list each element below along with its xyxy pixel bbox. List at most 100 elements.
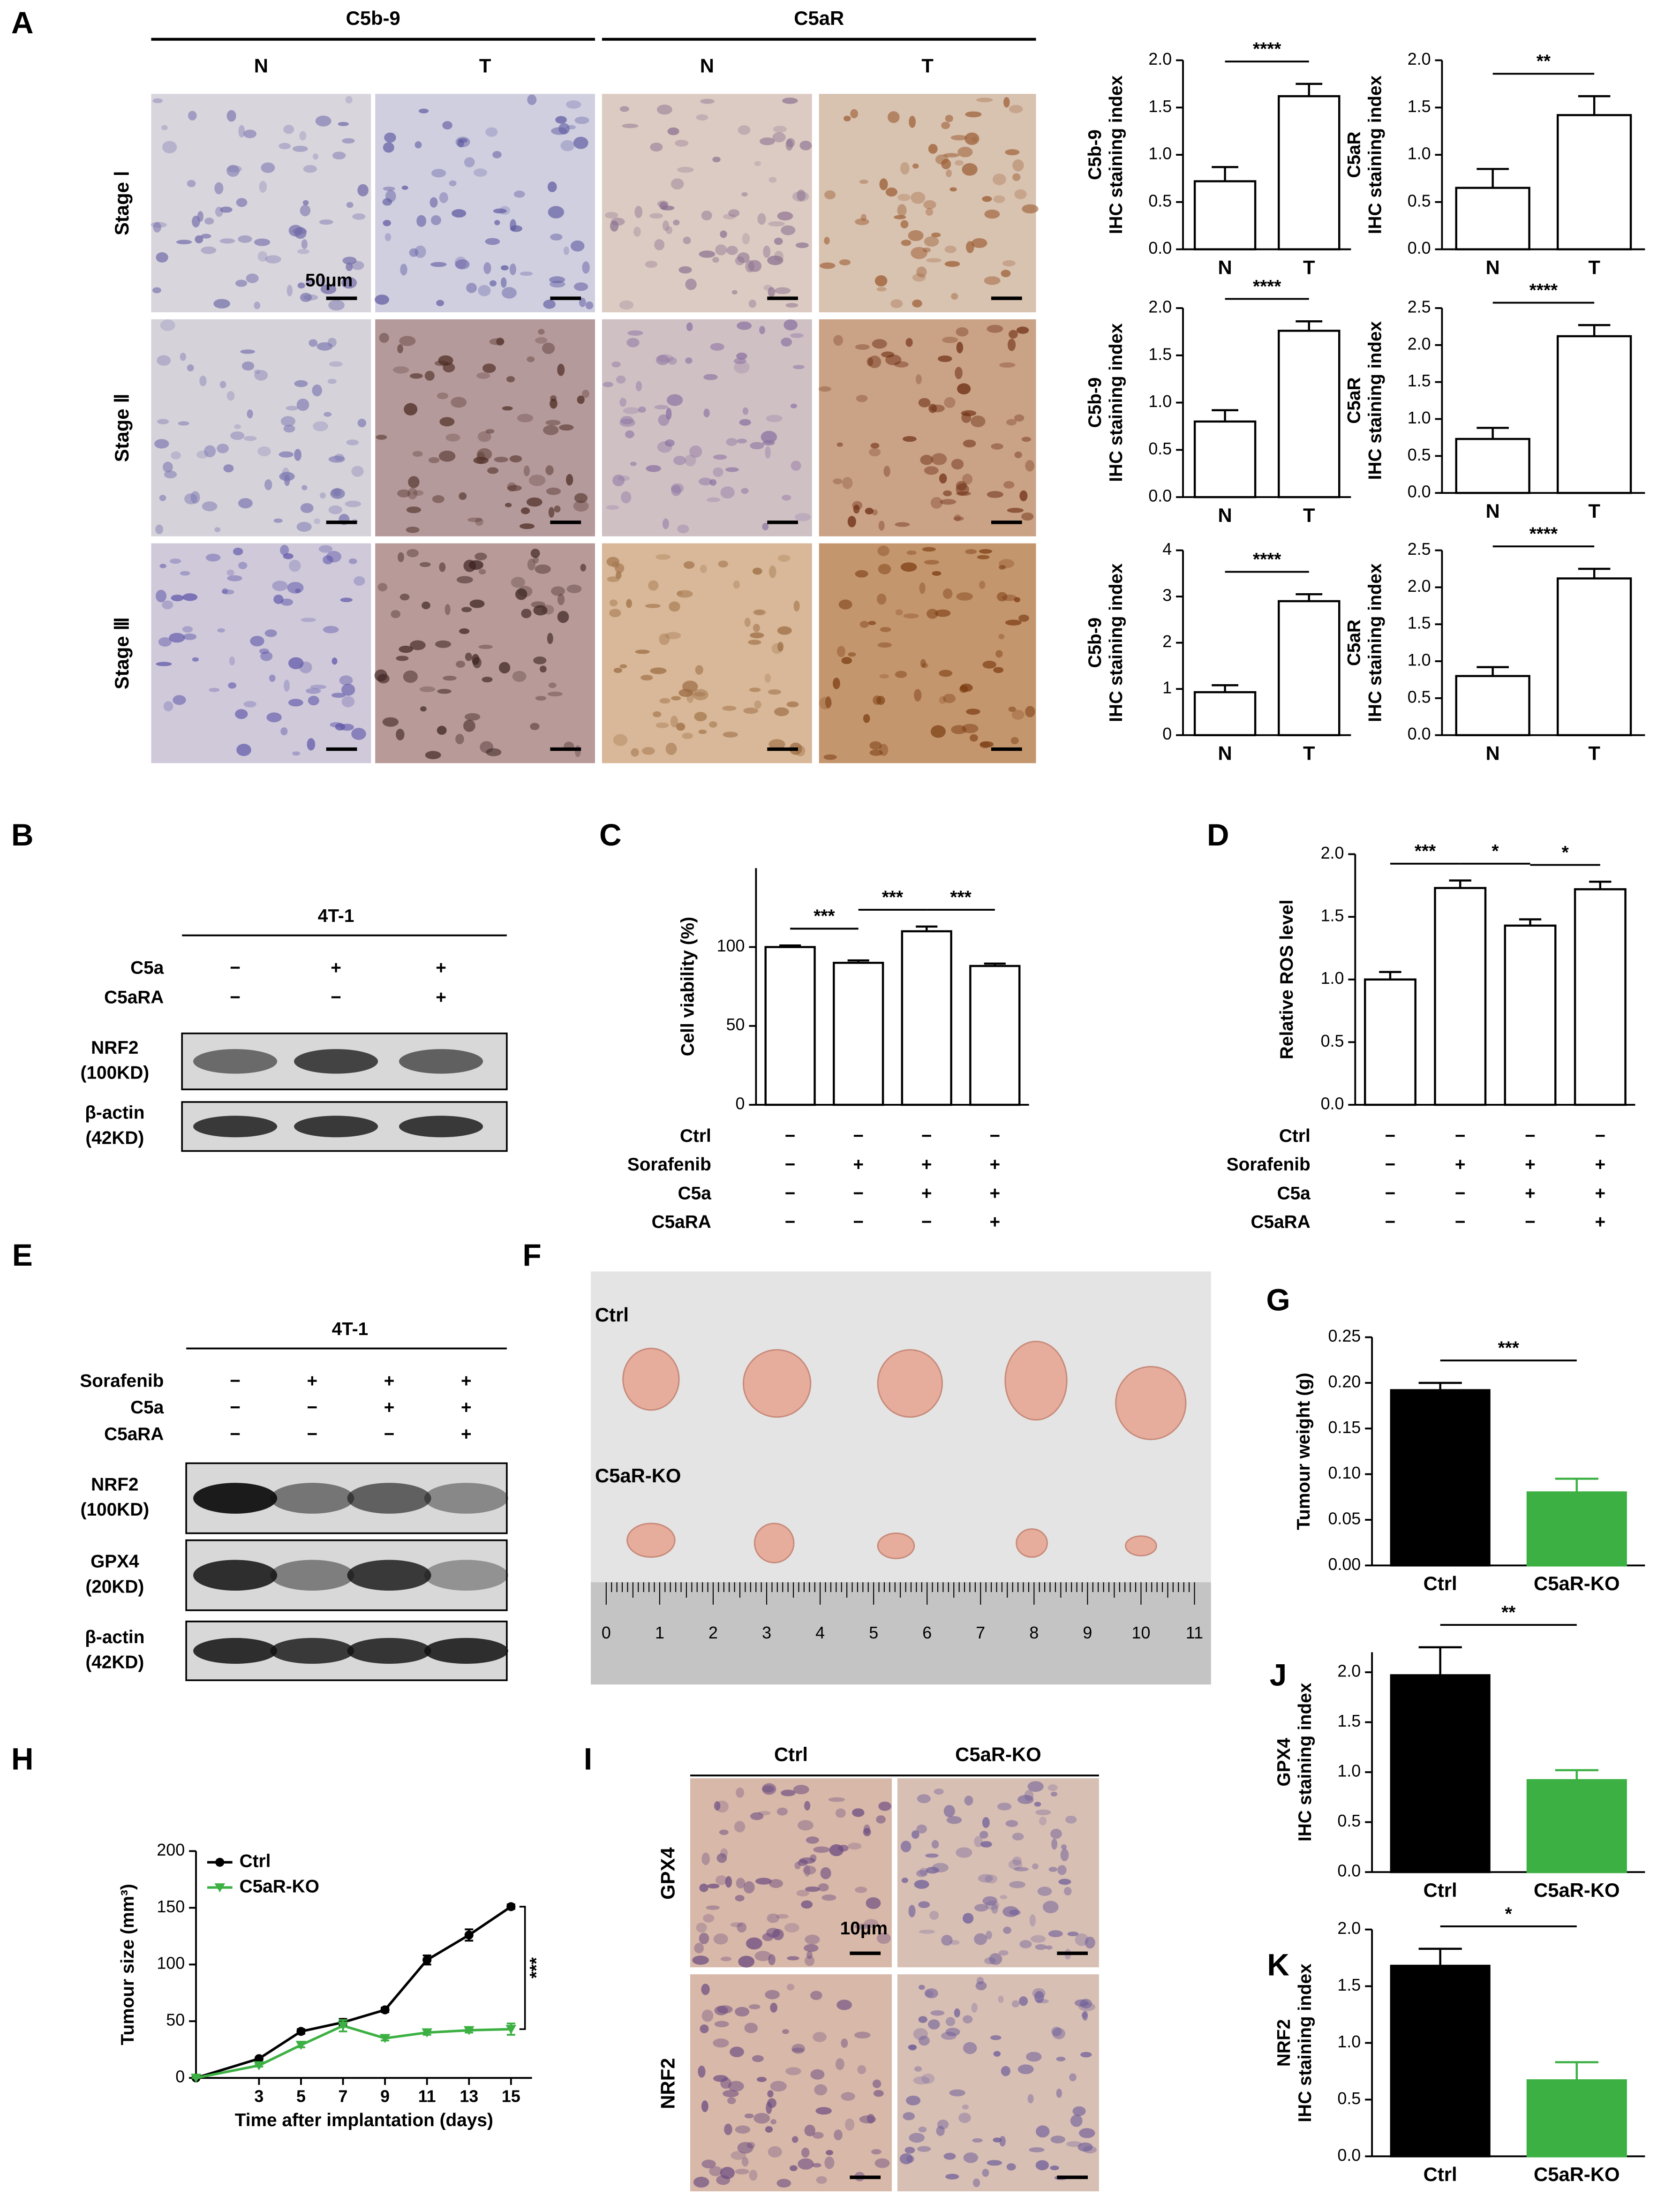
y-tick-label: 0.5 bbox=[1148, 191, 1172, 210]
tissue-texture bbox=[286, 285, 293, 297]
tissue-texture bbox=[1079, 2128, 1095, 2138]
tissue-texture bbox=[984, 1957, 996, 1964]
tissue-texture bbox=[895, 609, 903, 616]
tissue-texture bbox=[848, 1842, 862, 1850]
condition-sign: + bbox=[989, 1212, 1000, 1232]
tissue-texture bbox=[1014, 414, 1025, 422]
tissue-texture bbox=[220, 206, 233, 213]
tissue-texture bbox=[345, 96, 353, 104]
tissue-texture bbox=[397, 344, 403, 354]
tissue-texture bbox=[869, 741, 882, 750]
tissue-texture bbox=[286, 406, 299, 411]
tissue-texture bbox=[280, 416, 296, 427]
tissue-texture bbox=[924, 1988, 938, 1999]
y-axis-label: IHC staining index bbox=[1106, 323, 1126, 482]
tissue-texture bbox=[655, 554, 670, 560]
tissue-texture bbox=[701, 2100, 708, 2113]
tissue-texture bbox=[750, 1812, 764, 1820]
tissue-texture bbox=[303, 165, 317, 173]
tissue-texture bbox=[243, 436, 257, 441]
tissue-texture bbox=[1012, 173, 1021, 181]
tissue-texture bbox=[392, 366, 409, 374]
x-tick-label: Ctrl bbox=[1424, 1572, 1457, 1594]
tissue-texture bbox=[768, 287, 776, 297]
bar bbox=[1193, 420, 1257, 498]
tissue-texture bbox=[836, 2000, 852, 2010]
y-tick-label: 0.05 bbox=[1328, 1509, 1361, 1528]
tissue-texture bbox=[814, 2084, 828, 2096]
tissue-texture bbox=[527, 94, 537, 105]
tissue-texture bbox=[683, 561, 695, 569]
y-tick-label: 0.5 bbox=[1408, 191, 1431, 210]
tissue-texture bbox=[689, 445, 702, 458]
tissue-texture bbox=[623, 407, 640, 415]
error-bar bbox=[1296, 593, 1323, 601]
tissue-texture bbox=[804, 2124, 815, 2136]
condition-sign: + bbox=[1595, 1212, 1605, 1232]
x-tick-label: C5aR-KO bbox=[1534, 1572, 1620, 1594]
y-tick-label: 0.0 bbox=[1148, 239, 1172, 257]
condition-sign: − bbox=[230, 1424, 241, 1444]
row-header: Stage Ⅱ bbox=[111, 393, 133, 462]
micrograph bbox=[819, 319, 1036, 536]
error-bar bbox=[1555, 2061, 1598, 2081]
tissue-texture bbox=[547, 691, 563, 697]
tissue-texture bbox=[982, 196, 992, 202]
tissue-texture bbox=[1021, 513, 1034, 521]
tissue-texture bbox=[465, 652, 472, 661]
tissue-texture bbox=[658, 414, 670, 426]
tissue-texture bbox=[797, 189, 806, 201]
tissue-texture bbox=[547, 181, 557, 192]
tissue-texture bbox=[615, 563, 625, 574]
micrograph bbox=[602, 319, 812, 536]
tissue-texture bbox=[1075, 1933, 1089, 1946]
x-tick-label: N bbox=[1486, 742, 1500, 764]
tissue-texture bbox=[173, 695, 186, 705]
tissue-texture bbox=[412, 451, 423, 457]
tissue-texture bbox=[774, 287, 791, 294]
x-tick-label: T bbox=[1303, 504, 1315, 526]
tissue-texture bbox=[566, 474, 573, 486]
tissue-texture bbox=[776, 1807, 788, 1816]
tissue-texture bbox=[866, 357, 874, 366]
tissue-texture bbox=[550, 234, 563, 241]
tissue-texture bbox=[956, 341, 964, 354]
tissue-texture bbox=[640, 675, 653, 681]
tissue-texture bbox=[295, 589, 301, 593]
y-tick-label: 0.0 bbox=[1337, 2146, 1361, 2165]
tissue-texture bbox=[859, 621, 869, 628]
tissue-texture bbox=[478, 569, 486, 575]
tissue-texture bbox=[698, 477, 712, 486]
tissue-texture bbox=[157, 419, 169, 424]
tissue-texture bbox=[487, 467, 499, 474]
y-tick-label: 0.0 bbox=[1337, 1862, 1361, 1880]
tissue-texture bbox=[396, 656, 409, 661]
tissue-texture bbox=[912, 299, 922, 308]
micrograph bbox=[819, 543, 1036, 763]
tissue-texture bbox=[299, 131, 307, 141]
protein-label: β-actin bbox=[85, 1627, 144, 1647]
tissue-texture bbox=[399, 594, 410, 601]
y-axis-label: NRF2 bbox=[1274, 2019, 1294, 2067]
tissue-texture bbox=[855, 344, 870, 350]
x-tick-label: T bbox=[1588, 500, 1600, 522]
tissue-texture bbox=[930, 2010, 945, 2016]
tissue-texture bbox=[528, 475, 546, 486]
tissue-texture bbox=[1011, 710, 1025, 720]
tissue-texture bbox=[873, 695, 881, 705]
tissue-texture bbox=[1019, 490, 1028, 501]
tissue-texture bbox=[1005, 1820, 1018, 1827]
tissue-texture bbox=[1005, 149, 1020, 156]
tissue-texture bbox=[494, 220, 500, 226]
tissue-texture bbox=[956, 592, 973, 601]
protein-label: β-actin bbox=[85, 1103, 144, 1123]
blot-band bbox=[347, 1638, 431, 1664]
error-bar bbox=[916, 925, 938, 931]
tissue-texture bbox=[543, 300, 556, 309]
tissue-texture bbox=[486, 748, 502, 756]
tissue-texture bbox=[555, 116, 567, 124]
tissue-texture bbox=[162, 141, 177, 154]
tissue-texture bbox=[999, 2136, 1006, 2147]
tissue-texture bbox=[1017, 1795, 1034, 1804]
condition-sign: + bbox=[1595, 1183, 1605, 1203]
